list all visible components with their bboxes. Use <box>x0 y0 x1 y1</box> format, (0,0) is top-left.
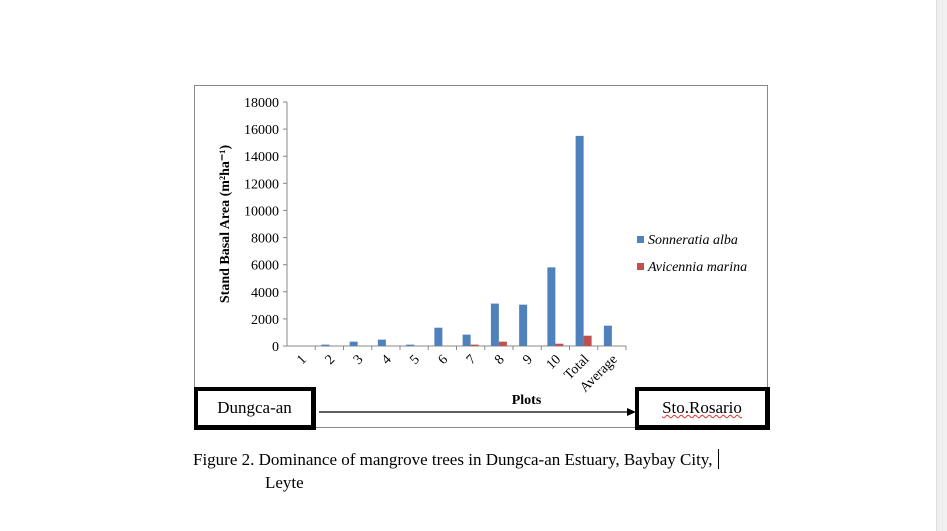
figure-caption: Figure 2. Dominance of mangrove trees in… <box>193 448 793 494</box>
x-tick-label: 3 <box>351 352 367 368</box>
x-tick-label: 7 <box>464 352 480 368</box>
origin-label: Dungca-an <box>217 398 292 417</box>
bar-avicennia <box>470 344 479 346</box>
bar-sonneratia <box>434 327 443 346</box>
legend-label: Avicennia marina <box>647 260 747 275</box>
scrollbar[interactable] <box>936 0 947 531</box>
bar-sonneratia <box>406 344 415 346</box>
y-tick-label: 12000 <box>244 177 279 192</box>
bar-sonneratia <box>547 267 556 346</box>
x-tick-label: 4 <box>379 352 395 368</box>
bar-avicennia <box>583 335 592 346</box>
x-axis-label: Plots <box>512 393 542 408</box>
origin-label-box: Dungca-an <box>194 387 316 430</box>
x-tick-label: 9 <box>520 352 536 368</box>
legend-label: Sonneratia alba <box>648 233 738 248</box>
y-tick-label: 0 <box>272 340 279 355</box>
destination-label-box: Sto.Rosario <box>635 387 770 430</box>
y-tick-label: 6000 <box>251 259 279 274</box>
y-tick-label: 4000 <box>251 286 279 301</box>
x-tick-label: 2 <box>323 352 339 368</box>
y-tick-label: 14000 <box>244 150 279 165</box>
bar-sonneratia <box>490 303 499 346</box>
chart: 0 2000 4000 6000 8000 10000 12000 14000 16000 180… <box>194 85 770 430</box>
bar-sonneratia <box>603 325 612 346</box>
bar-sonneratia <box>519 304 528 346</box>
y-tick-label: 18000 <box>244 96 279 111</box>
destination-label: Sto.Rosario <box>662 398 742 417</box>
y-tick-label: 8000 <box>251 232 279 247</box>
bar-avicennia <box>555 343 564 346</box>
x-tick-label: 6 <box>436 352 452 368</box>
legend-swatch <box>637 236 644 243</box>
y-tick-label: 2000 <box>251 313 279 328</box>
x-tick-label: 1 <box>294 352 310 368</box>
bar-sonneratia <box>349 341 358 346</box>
text-cursor <box>718 449 720 469</box>
bar-chart-svg: 0 2000 4000 6000 8000 10000 12000 14000 16000 180… <box>218 96 747 416</box>
legend-swatch <box>637 263 644 270</box>
x-tick-label: 8 <box>492 352 508 368</box>
bar-sonneratia <box>377 339 386 346</box>
caption-line-1: Figure 2. Dominance of mangrove trees in… <box>193 450 713 469</box>
bar-sonneratia <box>575 135 584 346</box>
y-axis-label: Stand Basal Area (m²ha⁻¹) <box>218 145 233 304</box>
bar-sonneratia <box>462 334 471 346</box>
x-tick-label: 10 <box>544 352 565 373</box>
x-tick-label: 5 <box>407 352 423 368</box>
y-tick-label: 16000 <box>244 123 279 138</box>
bar-sonneratia <box>321 344 330 346</box>
bar-avicennia <box>498 341 507 346</box>
y-tick-label: 10000 <box>244 204 279 219</box>
arrow-head-icon <box>627 408 636 416</box>
caption-line-2: Leyte <box>265 473 304 492</box>
